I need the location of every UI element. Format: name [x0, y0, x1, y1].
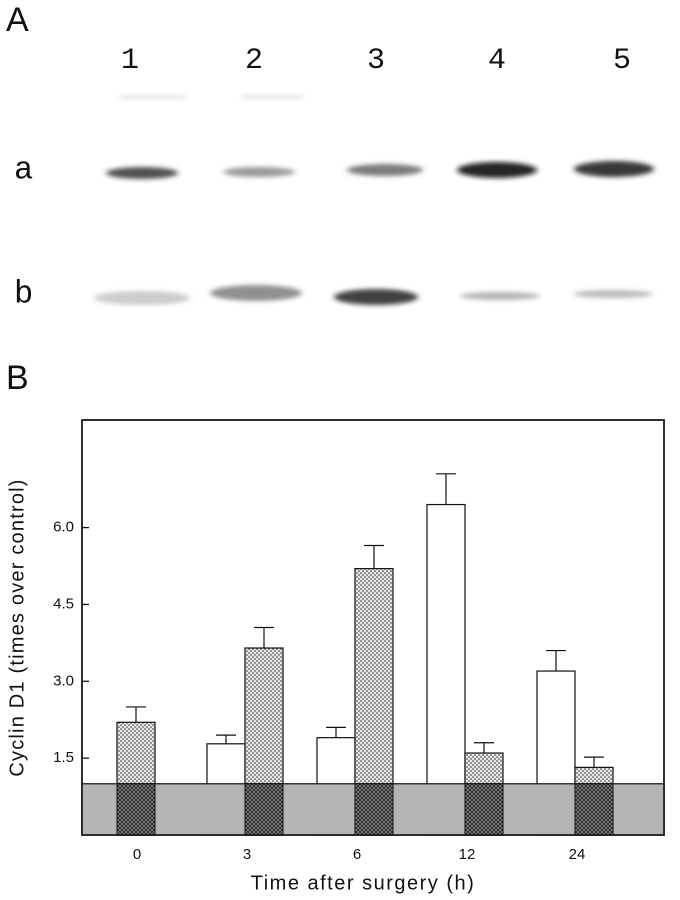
error-bar — [216, 734, 236, 744]
y-tick-label: 1.5 — [53, 749, 74, 766]
row-label: b — [14, 275, 33, 312]
error-bar — [326, 726, 346, 738]
bar-control-part — [464, 783, 504, 836]
error-bar — [126, 706, 146, 723]
error-bar — [584, 756, 604, 768]
lane-label: 5 — [613, 44, 631, 78]
lane-label: 2 — [245, 44, 263, 78]
bar — [426, 503, 466, 836]
lane-label: 1 — [121, 44, 139, 78]
lane-label: 4 — [488, 44, 506, 78]
panel-label: A — [6, 1, 29, 39]
bar-control-part — [574, 783, 614, 836]
plot-frame — [81, 419, 665, 836]
error-bar — [254, 626, 274, 648]
y-tick-label: 4.5 — [53, 595, 74, 612]
x-tick-label: 24 — [569, 846, 586, 863]
x-tick-label: 0 — [133, 846, 141, 863]
error-bar — [436, 473, 456, 505]
error-bar — [546, 649, 566, 672]
bar-control-part — [116, 783, 156, 836]
row-label: a — [14, 151, 33, 188]
lane-label: 3 — [367, 44, 385, 78]
x-tick-label: 6 — [353, 846, 361, 863]
panel-label: B — [6, 359, 29, 397]
error-bar — [474, 742, 494, 754]
x-tick-label: 3 — [243, 846, 251, 863]
y-tick-label: 6.0 — [53, 519, 74, 536]
bar-control-part — [244, 783, 284, 836]
x-axis-label: Time after surgery (h) — [251, 872, 476, 894]
y-tick-label: 3.0 — [53, 672, 74, 689]
y-axis-label: Cyclin D1 (times over control) — [6, 478, 28, 776]
error-bar — [364, 544, 384, 569]
bar-control-part — [354, 783, 394, 836]
x-tick-label: 12 — [459, 846, 476, 863]
blot — [94, 96, 654, 305]
